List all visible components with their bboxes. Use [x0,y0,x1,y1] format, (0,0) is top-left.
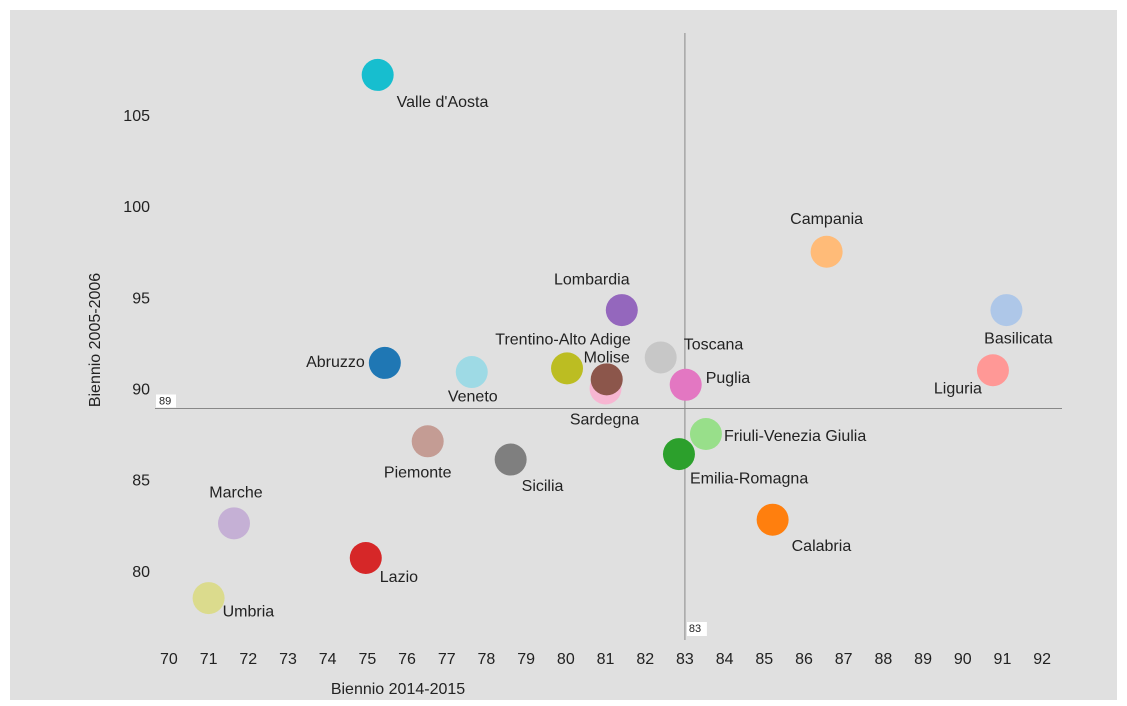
point [590,363,623,396]
point-label: Abruzzo [306,354,365,371]
x-tick-label: 74 [319,651,337,668]
reference-label: 89 [159,395,171,407]
x-tick-label: 72 [239,651,257,668]
point-label: Puglia [706,370,751,387]
point [669,368,702,401]
point-label: Calabria [792,538,852,555]
point [192,582,225,615]
x-tick-label: 76 [398,651,416,668]
point [349,541,382,574]
y-tick-label: 105 [123,108,150,125]
x-tick-label: 77 [438,651,456,668]
point [605,294,638,327]
x-tick-label: 85 [755,651,773,668]
point [689,418,722,451]
point-label: Molise [584,350,630,367]
point-label: Lombardia [554,271,630,288]
point-label: Liguria [934,380,982,397]
point [551,352,584,385]
point-label: Toscana [684,337,744,354]
point-label: Sardegna [570,412,639,429]
point-label: Umbria [223,603,275,620]
point [455,356,488,389]
x-tick-label: 73 [279,651,297,668]
y-tick-label: 80 [132,564,150,581]
point-label: Lazio [380,569,418,586]
x-tick-label: 81 [597,651,615,668]
reference-label: 83 [689,623,701,635]
point [361,58,394,91]
point-label: Emilia-Romagna [690,470,808,487]
reference-label-box [156,394,176,408]
x-tick-label: 83 [676,651,694,668]
point-label: Trentino-Alto Adige [495,332,631,349]
x-tick-label: 80 [557,651,575,668]
y-tick-label: 90 [132,381,150,398]
x-tick-label: 92 [1033,651,1051,668]
point-label: Piemonte [384,465,452,482]
x-tick-label: 75 [358,651,376,668]
x-tick-label: 79 [517,651,535,668]
x-axis-title: Biennio 2014-2015 [331,681,465,698]
y-tick-label: 85 [132,473,150,490]
x-tick-label: 71 [200,651,218,668]
point [494,443,527,476]
point [756,503,789,536]
y-tick-label: 100 [123,199,150,216]
x-tick-label: 86 [795,651,813,668]
point [644,341,677,374]
point [411,425,444,458]
point-label: Basilicata [984,330,1053,347]
point-label: Veneto [448,388,498,405]
x-tick-label: 88 [874,651,892,668]
point-label: Valle d'Aosta [397,94,489,111]
y-tick-label: 95 [132,290,150,307]
x-tick-label: 90 [954,651,972,668]
point [217,507,250,540]
x-tick-label: 70 [160,651,178,668]
point-label: Marche [209,485,262,502]
x-tick-label: 91 [994,651,1012,668]
point-label: Sicilia [522,478,564,495]
point [368,346,401,379]
point-label: Campania [790,211,863,228]
x-tick-label: 78 [478,651,496,668]
reference-label-box [686,622,707,636]
x-tick-label: 82 [636,651,654,668]
point [810,235,843,268]
x-tick-label: 84 [716,651,734,668]
x-tick-label: 87 [835,651,853,668]
x-tick-label: 89 [914,651,932,668]
point-label: Friuli-Venezia Giulia [724,428,866,445]
point [990,294,1023,327]
point [662,438,695,471]
point [976,354,1009,387]
y-axis-title: Biennio 2005-2006 [87,273,104,407]
